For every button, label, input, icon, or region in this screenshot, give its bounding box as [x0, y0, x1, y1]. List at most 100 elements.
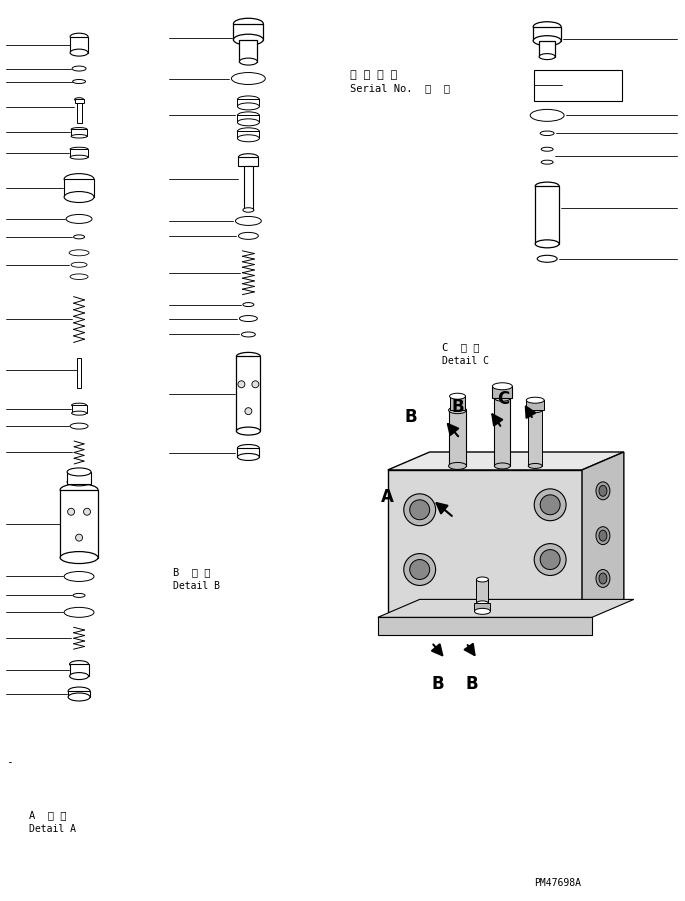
Ellipse shape: [541, 147, 553, 151]
Bar: [238, 115, 260, 123]
Polygon shape: [388, 470, 582, 617]
Ellipse shape: [596, 527, 610, 544]
Text: PM47698A: PM47698A: [534, 878, 581, 888]
Ellipse shape: [71, 134, 87, 138]
Ellipse shape: [60, 551, 98, 563]
Ellipse shape: [449, 462, 466, 469]
Bar: [77, 104, 82, 123]
Bar: [449, 396, 466, 410]
Ellipse shape: [537, 255, 557, 262]
Ellipse shape: [67, 468, 91, 476]
Ellipse shape: [449, 406, 466, 414]
Bar: [493, 387, 512, 398]
Ellipse shape: [70, 155, 88, 159]
Ellipse shape: [533, 22, 561, 32]
Ellipse shape: [70, 147, 88, 151]
Ellipse shape: [240, 58, 258, 65]
Bar: [495, 398, 510, 466]
Ellipse shape: [526, 397, 544, 403]
Bar: [67, 472, 91, 484]
Circle shape: [68, 508, 75, 515]
Circle shape: [410, 500, 429, 520]
Bar: [244, 166, 253, 210]
Ellipse shape: [75, 97, 84, 101]
Circle shape: [403, 553, 436, 586]
Bar: [238, 157, 258, 166]
Text: A  詳 細: A 詳 細: [29, 811, 66, 821]
Text: Serial No.  ・  ～: Serial No. ・ ～: [350, 84, 450, 94]
Bar: [535, 187, 559, 244]
Ellipse shape: [73, 79, 86, 84]
Ellipse shape: [449, 393, 466, 399]
Bar: [236, 357, 260, 431]
Circle shape: [403, 494, 436, 525]
Ellipse shape: [243, 303, 254, 306]
Text: A: A: [381, 487, 394, 505]
Ellipse shape: [60, 484, 98, 496]
Bar: [70, 37, 88, 52]
Bar: [533, 27, 561, 41]
Ellipse shape: [70, 423, 88, 429]
Ellipse shape: [236, 352, 260, 360]
Text: C  詳 細: C 詳 細: [442, 342, 479, 352]
Ellipse shape: [530, 109, 564, 122]
Ellipse shape: [236, 427, 260, 435]
Text: C: C: [497, 390, 510, 408]
Ellipse shape: [70, 672, 88, 679]
Ellipse shape: [599, 573, 607, 584]
Text: Detail C: Detail C: [442, 357, 488, 367]
Ellipse shape: [243, 208, 254, 213]
Polygon shape: [582, 452, 624, 617]
Bar: [64, 179, 94, 197]
Ellipse shape: [535, 240, 559, 248]
Polygon shape: [388, 452, 624, 470]
Ellipse shape: [64, 607, 94, 617]
Ellipse shape: [238, 444, 260, 451]
Ellipse shape: [599, 530, 607, 542]
Ellipse shape: [67, 478, 91, 486]
Circle shape: [534, 543, 566, 576]
Circle shape: [238, 381, 245, 387]
Ellipse shape: [70, 274, 88, 279]
Ellipse shape: [238, 154, 258, 160]
Ellipse shape: [71, 262, 87, 268]
Ellipse shape: [68, 693, 90, 701]
Ellipse shape: [64, 571, 94, 581]
Ellipse shape: [238, 96, 260, 103]
Ellipse shape: [495, 463, 510, 469]
Circle shape: [540, 550, 560, 569]
Ellipse shape: [70, 660, 88, 668]
Ellipse shape: [73, 594, 85, 597]
Bar: [475, 604, 490, 612]
Ellipse shape: [71, 128, 87, 131]
Ellipse shape: [238, 232, 258, 240]
Ellipse shape: [241, 332, 256, 337]
Ellipse shape: [234, 18, 263, 29]
Ellipse shape: [539, 54, 555, 59]
Circle shape: [534, 489, 566, 521]
Circle shape: [252, 381, 259, 387]
Bar: [534, 69, 622, 102]
Ellipse shape: [540, 131, 554, 135]
Ellipse shape: [70, 33, 88, 41]
Ellipse shape: [64, 174, 94, 185]
Bar: [477, 579, 488, 604]
Bar: [238, 448, 260, 457]
Text: B: B: [466, 675, 478, 693]
Ellipse shape: [69, 250, 89, 256]
Ellipse shape: [72, 411, 86, 415]
Ellipse shape: [238, 119, 260, 126]
Bar: [75, 99, 84, 104]
Text: -: -: [6, 757, 13, 767]
Bar: [72, 405, 86, 414]
Ellipse shape: [68, 687, 90, 695]
Ellipse shape: [493, 383, 512, 390]
Bar: [539, 41, 555, 57]
Ellipse shape: [238, 112, 260, 119]
Ellipse shape: [477, 601, 488, 605]
Text: B: B: [405, 408, 417, 426]
Ellipse shape: [596, 482, 610, 500]
Ellipse shape: [596, 569, 610, 587]
Circle shape: [75, 534, 83, 542]
Ellipse shape: [70, 50, 88, 56]
